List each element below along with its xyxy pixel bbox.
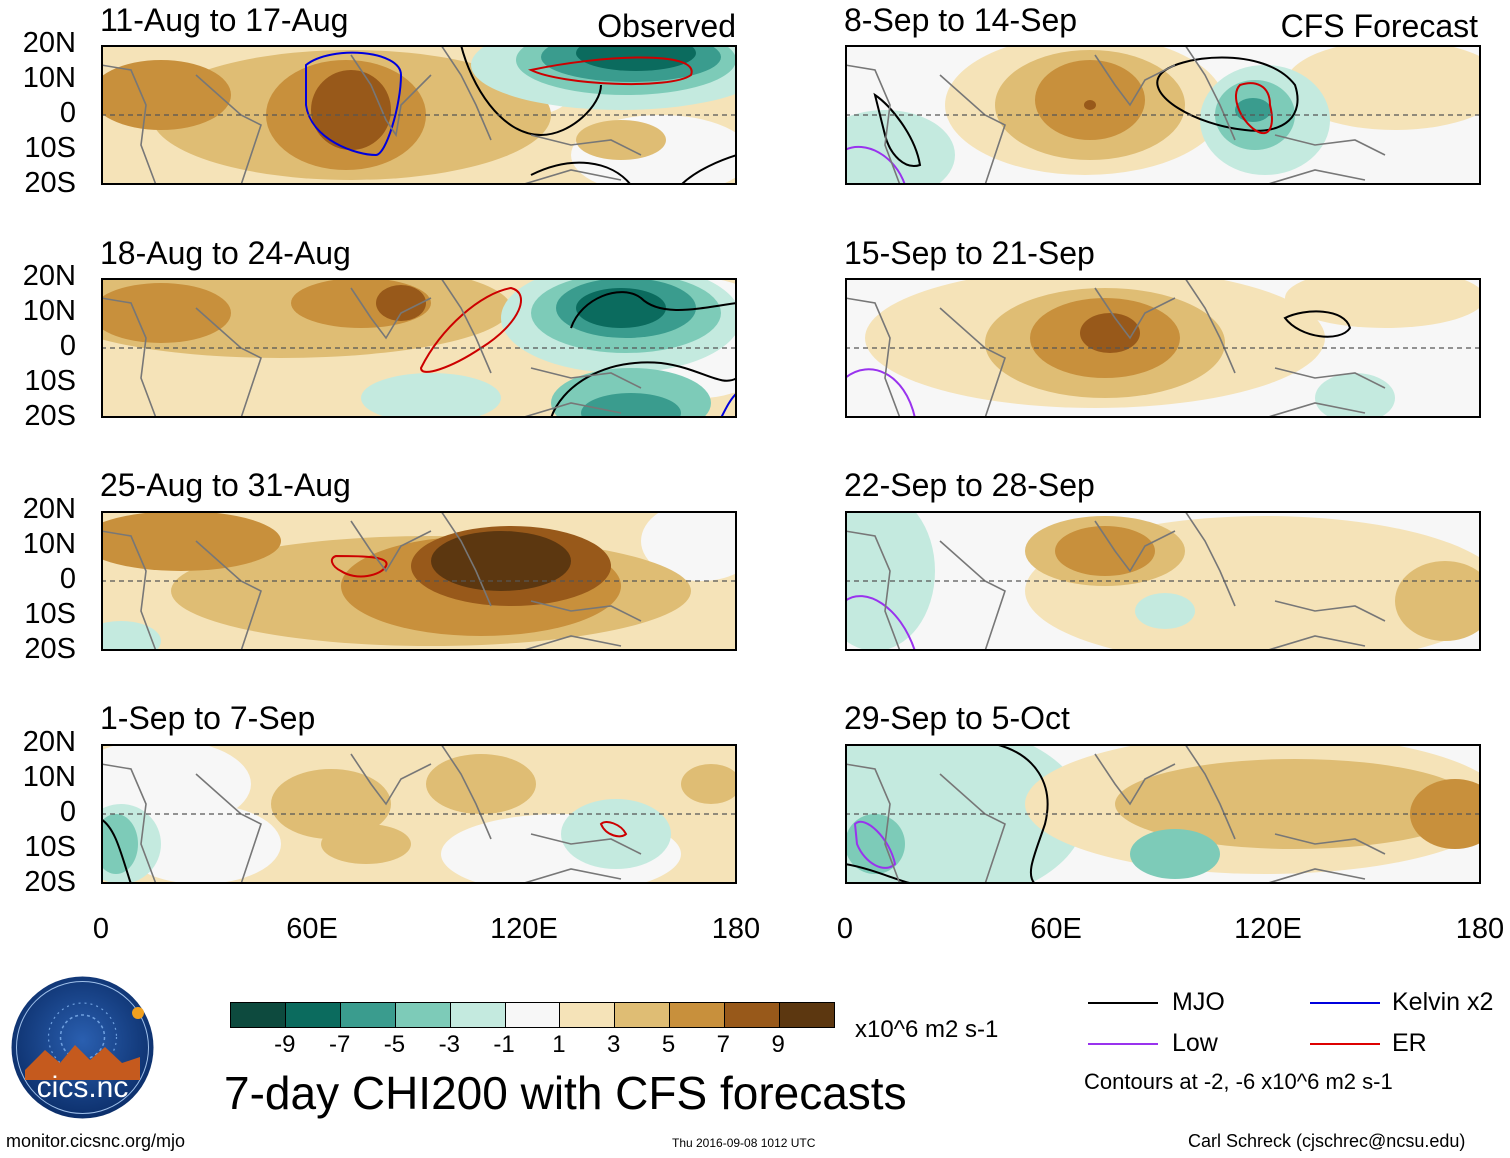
colorbar-swatch xyxy=(284,1003,340,1027)
panel-title-8: 29-Sep to 5-Oct xyxy=(844,700,1070,736)
colorbar-tick-label: -5 xyxy=(383,1031,406,1058)
colorbar-tick-label: 3 xyxy=(607,1031,621,1058)
lat-label: 20S xyxy=(24,400,76,432)
colorbar-tick-label: 9 xyxy=(771,1031,785,1058)
map-panel-observed-3 xyxy=(101,511,737,651)
map-panel-forecast-4 xyxy=(845,744,1481,884)
lon-label-right-0: 0 xyxy=(836,913,854,945)
colorbar-tick-label: 5 xyxy=(661,1031,676,1058)
footer-credit: Carl Schreck (cjschrec@ncsu.edu) xyxy=(1188,1131,1466,1151)
colorbar-tick-label: 1 xyxy=(552,1031,566,1058)
panel-title-6: 15-Sep to 21-Sep xyxy=(844,235,1095,271)
forecast-header: CFS Forecast xyxy=(1280,8,1478,44)
colorbar-swatch xyxy=(449,1003,505,1027)
cics-logo: cics.nc xyxy=(10,975,155,1120)
map-panel-forecast-2 xyxy=(845,278,1481,418)
colorbar-swatch xyxy=(779,1003,834,1027)
lon-label-left-180: 180 xyxy=(711,913,761,945)
lat-label: 20N xyxy=(22,27,76,59)
lat-label: 20N xyxy=(22,726,76,758)
colorbar-swatch xyxy=(339,1003,395,1027)
lon-label-left-120e: 120E xyxy=(490,913,558,945)
lat-label: 20N xyxy=(22,260,76,292)
lat-label: 20S xyxy=(24,167,76,199)
lat-label: 10N xyxy=(22,761,76,793)
lat-label: 0 xyxy=(59,97,76,129)
lat-label: 20N xyxy=(22,493,76,525)
panel-title-2: 18-Aug to 24-Aug xyxy=(100,235,351,271)
map-panel-observed-1 xyxy=(101,45,737,185)
colorbar-tick-label: 7 xyxy=(716,1031,731,1058)
lat-label: 10S xyxy=(24,132,76,164)
legend-low-line xyxy=(1088,1043,1158,1045)
panel-title-1: 11-Aug to 17-Aug xyxy=(100,2,349,38)
lat-label: 10N xyxy=(22,528,76,560)
panel-title-3: 25-Aug to 31-Aug xyxy=(100,467,351,503)
colorbar-tick-label: -9 xyxy=(274,1031,296,1058)
colorbar-swatch xyxy=(559,1003,615,1027)
lat-label: 0 xyxy=(59,796,76,828)
observed-header: Observed xyxy=(597,8,736,44)
legend-kelvin-label: Kelvin x2 xyxy=(1392,988,1494,1016)
legend-contour-note: Contours at -2, -6 x10^6 m2 s-1 xyxy=(1084,1069,1393,1094)
lat-label: 0 xyxy=(59,563,76,595)
colorbar-tick-label: -7 xyxy=(328,1031,351,1058)
colorbar-swatch xyxy=(231,1003,285,1027)
panel-title-4: 1-Sep to 7-Sep xyxy=(100,700,316,736)
lon-label-right-60e: 60E xyxy=(1030,913,1082,945)
lat-label: 10N xyxy=(22,62,76,94)
map-panel-observed-4 xyxy=(101,744,737,884)
legend-er-label: ER xyxy=(1392,1029,1427,1057)
footer-timestamp: Thu 2016-09-08 1012 UTC xyxy=(672,1136,816,1150)
map-panel-forecast-3 xyxy=(845,511,1481,651)
lat-label: 0 xyxy=(59,330,76,362)
legend-mjo-label: MJO xyxy=(1172,988,1225,1016)
legend: MJO Kelvin x2 Low ER Contours at -2, -6 … xyxy=(1080,985,1500,1095)
colorbar-swatch xyxy=(394,1003,450,1027)
legend-er-line xyxy=(1310,1043,1380,1045)
panel-title-5: 8-Sep to 14-Sep xyxy=(844,2,1078,38)
colorbar-swatch xyxy=(614,1003,670,1027)
lon-label-left-60e: 60E xyxy=(286,913,338,945)
panel-title-7: 22-Sep to 28-Sep xyxy=(844,467,1095,503)
colorbar-tick-label: -3 xyxy=(438,1031,460,1058)
colorbar-swatch xyxy=(724,1003,780,1027)
colorbar-swatch xyxy=(669,1003,725,1027)
lat-label: 20S xyxy=(24,633,76,665)
legend-low-label: Low xyxy=(1172,1029,1218,1057)
logo-text: cics.nc xyxy=(36,1071,129,1104)
legend-mjo-line xyxy=(1088,1002,1158,1004)
footer-url[interactable]: monitor.cicsnc.org/mjo xyxy=(6,1131,186,1151)
lon-label-right-120e: 120E xyxy=(1234,913,1302,945)
main-title: 7-day CHI200 with CFS forecasts xyxy=(224,1067,907,1119)
legend-kelvin-line xyxy=(1310,1002,1380,1004)
colorbar xyxy=(230,1002,835,1028)
colorbar-tick-label: -1 xyxy=(493,1031,515,1058)
lon-label-right-180: 180 xyxy=(1455,913,1505,945)
colorbar-swatch xyxy=(504,1003,560,1027)
lon-label-left-0: 0 xyxy=(92,913,110,945)
map-panel-observed-2 xyxy=(101,278,737,418)
lat-label: 10S xyxy=(24,831,76,863)
lat-label: 20S xyxy=(24,866,76,898)
colorbar-units: x10^6 m2 s-1 xyxy=(855,1016,999,1043)
map-panel-forecast-1 xyxy=(845,45,1481,185)
lat-label: 10S xyxy=(24,365,76,397)
lat-label: 10N xyxy=(22,295,76,327)
lat-label: 10S xyxy=(24,598,76,630)
